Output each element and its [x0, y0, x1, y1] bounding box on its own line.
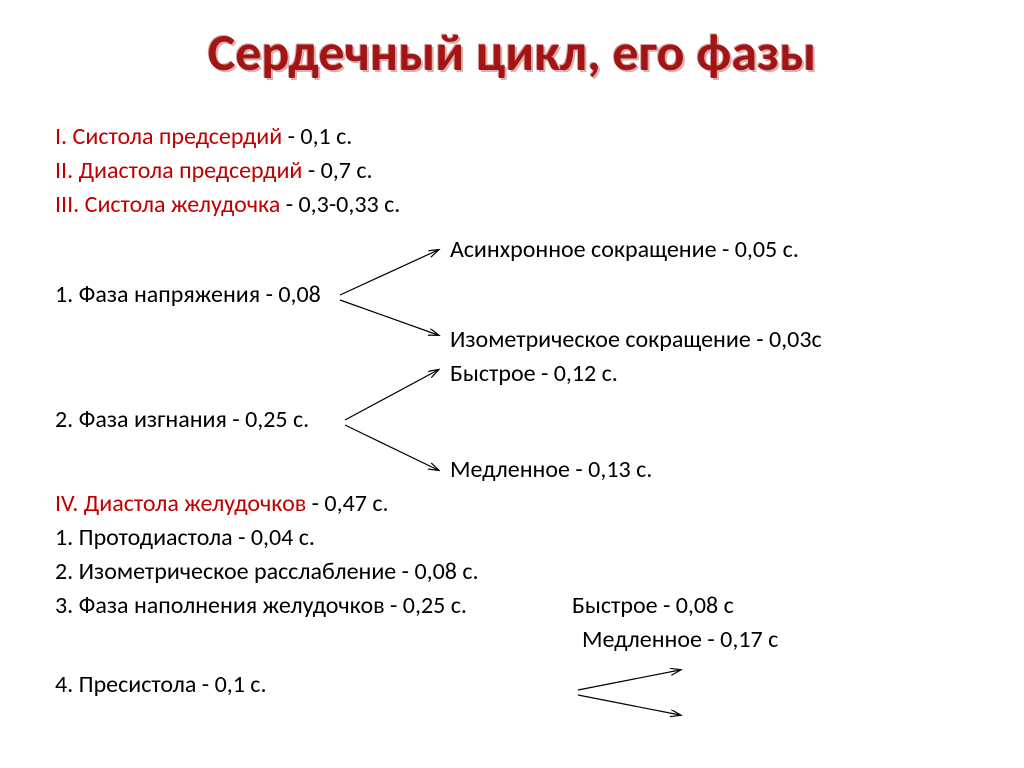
arrow — [340, 300, 438, 335]
arrow — [578, 695, 680, 715]
label-diastole-atria: Диастола предсердий — [79, 156, 303, 185]
line-filling: 3. Фаза наполнения желудочков - 0,25 с. — [55, 591, 467, 620]
slide: Сердечный цикл, его фазы I. Систола пред… — [0, 0, 1024, 768]
line-fast-2: Быстрое - 0,08 с — [572, 591, 734, 620]
val-diastole-ventricle: - 0,47 с. — [306, 489, 388, 518]
line-tension: 1. Фаза напряжения - 0,08 — [55, 280, 321, 309]
roman-1: I. — [55, 122, 67, 151]
roman-2: II. — [55, 156, 73, 185]
line-slow-1: Медленное - 0,13 с. — [450, 455, 652, 484]
label-systole-atria: Систола предсердий — [73, 122, 283, 151]
roman-3: III. — [55, 190, 79, 219]
line-diastole-ventricle: IV. Диастола желудочков - 0,47 с. — [55, 489, 389, 518]
line-slow-2: Медленное - 0,17 с — [582, 625, 778, 654]
line-fast-1: Быстрое - 0,12 с. — [450, 359, 618, 388]
label-systole-ventricle: Систола желудочка — [85, 190, 281, 219]
val-systole-ventricle: - 0,3-0,33 с. — [280, 190, 400, 219]
val-systole-atria: - 0,1 с. — [282, 122, 352, 151]
arrow — [578, 670, 680, 690]
line-systole-ventricle: III. Систола желудочка - 0,3-0,33 с. — [55, 190, 400, 219]
label-diastole-ventricle: Диастола желудочков — [84, 489, 306, 518]
val-diastole-atria: - 0,7 с. — [302, 156, 372, 185]
arrow — [340, 250, 438, 295]
line-expulsion: 2. Фаза изгнания - 0,25 с. — [55, 405, 309, 434]
roman-4: IV. — [55, 489, 78, 518]
arrow — [345, 425, 438, 470]
line-iso-contraction: Изометрическое сокращение - 0,03с — [450, 325, 822, 354]
line-diastole-atria: II. Диастола предсердий - 0,7 с. — [55, 156, 373, 185]
arrow — [345, 370, 438, 420]
line-protodiastole: 1. Протодиастола - 0,04 с. — [55, 523, 315, 552]
slide-title: Сердечный цикл, его фазы — [0, 20, 1024, 84]
line-iso-relax: 2. Изометрическое расслабление - 0,08 с. — [55, 557, 479, 586]
line-async: Асинхронное сокращение - 0,05 с. — [450, 235, 799, 264]
line-presistola: 4. Пресистола - 0,1 с. — [55, 670, 267, 699]
line-systole-atria: I. Систола предсердий - 0,1 с. — [55, 122, 352, 151]
